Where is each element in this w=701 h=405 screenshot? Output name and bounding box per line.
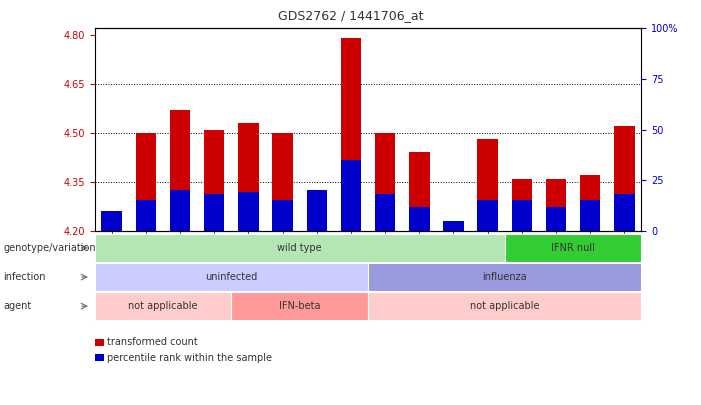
Bar <box>136 200 156 231</box>
Bar <box>238 123 259 231</box>
Bar <box>273 200 293 231</box>
Bar <box>443 221 464 231</box>
Text: not applicable: not applicable <box>128 301 198 311</box>
Bar <box>306 221 327 231</box>
Text: IFN-beta: IFN-beta <box>279 301 320 311</box>
Bar <box>409 207 430 231</box>
Bar <box>477 200 498 231</box>
Bar <box>238 192 259 231</box>
Text: infection: infection <box>4 272 46 282</box>
Bar <box>546 207 566 231</box>
Text: IFNR null: IFNR null <box>551 243 595 253</box>
Bar <box>306 190 327 231</box>
Bar <box>102 221 122 231</box>
Bar <box>341 38 361 231</box>
Bar <box>546 179 566 231</box>
Bar <box>512 200 532 231</box>
Bar <box>375 194 395 231</box>
Bar <box>273 133 293 231</box>
Bar <box>204 194 224 231</box>
Bar <box>170 110 191 231</box>
Bar <box>614 126 634 231</box>
Text: uninfected: uninfected <box>205 272 257 282</box>
Text: influenza: influenza <box>482 272 527 282</box>
Bar <box>102 211 122 231</box>
Text: genotype/variation: genotype/variation <box>4 243 96 253</box>
Bar <box>512 179 532 231</box>
Text: GDS2762 / 1441706_at: GDS2762 / 1441706_at <box>278 9 423 22</box>
Text: not applicable: not applicable <box>470 301 540 311</box>
Text: percentile rank within the sample: percentile rank within the sample <box>107 353 272 362</box>
Bar <box>580 200 601 231</box>
Bar <box>614 194 634 231</box>
Bar <box>477 139 498 231</box>
Bar <box>204 130 224 231</box>
Bar <box>580 175 601 231</box>
Bar <box>170 190 191 231</box>
Bar <box>375 133 395 231</box>
Text: agent: agent <box>4 301 32 311</box>
Text: wild type: wild type <box>278 243 322 253</box>
Bar <box>409 152 430 231</box>
Bar <box>136 133 156 231</box>
Text: transformed count: transformed count <box>107 337 198 347</box>
Bar <box>341 160 361 231</box>
